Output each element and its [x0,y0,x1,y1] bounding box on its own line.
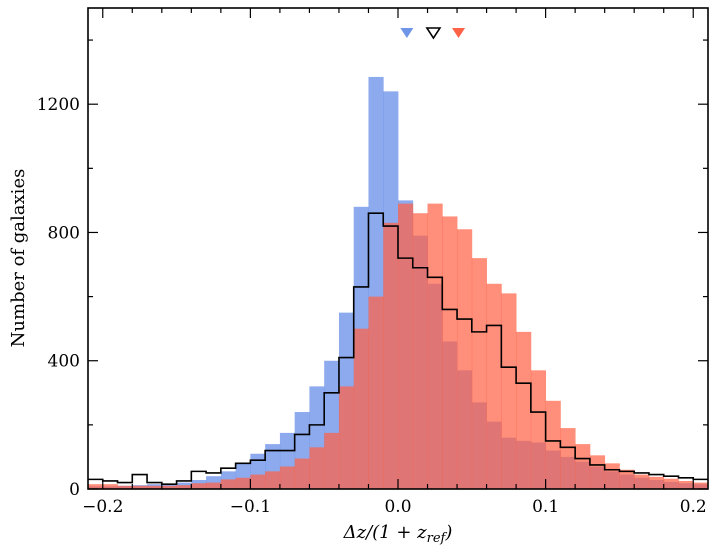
bar [442,216,458,489]
bar [368,296,384,489]
bar [516,331,532,489]
x-tick-label: 0.1 [532,497,559,517]
median-markers [400,27,466,40]
bar [589,455,606,489]
bar [663,478,679,489]
bar [294,458,310,489]
x-axis-label-close: ) [444,522,452,543]
y-axis-label: Number of galaxies [8,169,29,348]
bar [545,400,561,489]
bar [324,432,340,489]
y-tick-label: 0 [69,480,80,500]
bar [191,483,207,489]
bar [265,471,281,489]
bar [486,283,502,489]
histogram-bars [88,76,709,490]
bar [338,386,355,489]
bar [279,466,296,489]
step-histogram [88,212,708,485]
step-line-2 [88,212,708,485]
x-tick-labels: −0.2 −0.1 0.0 0.1 0.2 [82,497,707,517]
bar [161,485,177,489]
x-tick-label: −0.1 [230,497,271,517]
bar [398,203,414,489]
bar [383,222,399,489]
x-axis-label: Δz/(1 + zref) [343,522,453,546]
bar [206,482,222,489]
bar [309,447,325,489]
marker-triangle [400,28,414,38]
bar [604,463,620,489]
bar [176,485,192,489]
bar [648,476,665,489]
marker-triangle [452,28,466,38]
bar [220,479,237,489]
bar [147,485,163,489]
bar [693,482,709,489]
bar [530,370,547,489]
bar [427,203,443,489]
bar [235,477,251,489]
bar [250,474,266,489]
bar [471,258,487,489]
bar [560,428,576,489]
bar [634,474,650,489]
x-tick-label: 0.2 [680,497,707,517]
marker-triangle [425,27,442,40]
bar [132,485,148,489]
series-1 [88,203,709,489]
bar [412,213,428,489]
y-tick-labels: 0 400 800 1200 [37,95,80,500]
bar [102,484,118,489]
bar [678,480,694,489]
bar [457,229,473,489]
y-tick-label: 800 [48,223,80,243]
x-tick-label: −0.2 [82,497,123,517]
x-axis-label-subscript: ref [427,531,448,546]
bar [88,484,104,489]
x-axis-label-main: Δz/(1 + z [343,522,428,543]
plot-frame [87,7,709,490]
bar [619,469,635,489]
x-tick-label: 0.0 [384,497,411,517]
y-tick-label: 1200 [37,95,80,115]
y-tick-label: 400 [48,352,80,372]
bar [575,444,591,489]
bar [501,293,517,489]
bar [117,485,133,489]
bar [353,328,369,489]
